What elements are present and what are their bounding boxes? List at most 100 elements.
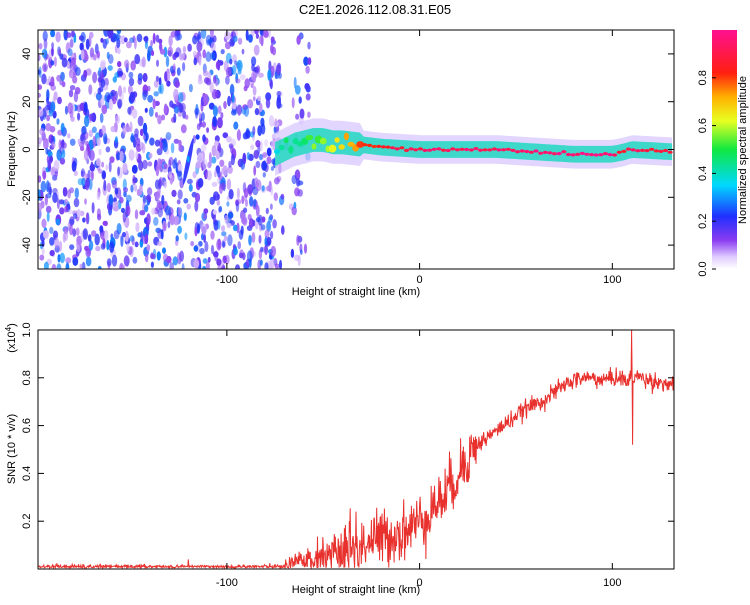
noise-blob bbox=[114, 187, 119, 195]
noise-blob bbox=[117, 166, 120, 176]
noise-blob bbox=[148, 152, 153, 159]
noise-blob bbox=[293, 201, 297, 209]
noise-blob bbox=[100, 61, 106, 70]
noise-blob bbox=[265, 92, 272, 101]
noise-blob bbox=[103, 132, 108, 145]
noise-blob bbox=[202, 49, 206, 59]
noise-blob bbox=[153, 216, 159, 226]
noise-blob bbox=[97, 265, 102, 269]
noise-blob bbox=[88, 84, 93, 95]
noise-blob bbox=[67, 48, 73, 57]
noise-blob bbox=[213, 75, 217, 84]
noise-blob bbox=[227, 211, 234, 219]
noise-blob bbox=[210, 156, 217, 164]
noise-blob bbox=[172, 256, 178, 266]
ridge-point bbox=[542, 150, 548, 154]
ridge-point bbox=[468, 148, 474, 152]
ridge-point bbox=[662, 148, 669, 153]
noise-blob bbox=[243, 85, 248, 92]
ridge-point bbox=[579, 151, 585, 155]
noise-blob bbox=[299, 108, 305, 119]
noise-blob bbox=[228, 189, 234, 200]
x-tick-label: -100 bbox=[216, 274, 238, 286]
noise-blob bbox=[210, 244, 215, 255]
ridge-point bbox=[366, 143, 373, 147]
ridge-point bbox=[496, 148, 502, 152]
noise-blob bbox=[119, 150, 124, 162]
noise-blob bbox=[248, 234, 252, 246]
noise-blob bbox=[181, 263, 185, 269]
ridge-point bbox=[390, 146, 396, 150]
noise-blob bbox=[142, 72, 148, 83]
noise-blob bbox=[43, 63, 47, 71]
noise-blob bbox=[83, 149, 89, 161]
noise-blob bbox=[210, 230, 215, 240]
noise-blob bbox=[193, 245, 199, 252]
noise-blob bbox=[54, 237, 60, 249]
ridge-point bbox=[658, 149, 664, 153]
noise-blob bbox=[232, 35, 238, 43]
noise-blob bbox=[247, 34, 253, 43]
noise-blob bbox=[117, 98, 123, 109]
noise-blob bbox=[163, 46, 168, 58]
noise-blob bbox=[252, 85, 257, 96]
noise-blob bbox=[114, 90, 118, 101]
noise-blob bbox=[101, 104, 108, 115]
noise-blob bbox=[167, 221, 171, 229]
noise-blob bbox=[130, 184, 134, 193]
noise-blob bbox=[42, 30, 48, 42]
noise-blob bbox=[53, 160, 60, 172]
noise-blob bbox=[162, 140, 168, 153]
noise-blob bbox=[126, 243, 130, 252]
noise-blob bbox=[212, 209, 218, 215]
ridge-point bbox=[565, 152, 572, 157]
noise-blob bbox=[117, 70, 123, 77]
snr-panel: -100 0 100 0.2 0.4 0.6 0.8 1.0 Height of strai… bbox=[4, 322, 675, 596]
colorbar-gradient bbox=[712, 30, 737, 269]
noise-blob bbox=[51, 141, 56, 149]
noise-blob bbox=[69, 85, 76, 91]
ridge-point bbox=[371, 144, 377, 149]
noise-blob bbox=[231, 93, 235, 104]
ridge-point bbox=[602, 152, 609, 156]
noise-blob bbox=[192, 171, 197, 179]
x-tick-label: 0 bbox=[417, 577, 423, 589]
ridge-point bbox=[514, 150, 521, 154]
noise-blob bbox=[163, 163, 168, 170]
noise-blob bbox=[114, 115, 120, 124]
noise-blob bbox=[139, 210, 146, 216]
noise-blob bbox=[122, 86, 127, 94]
noise-blob bbox=[49, 237, 55, 246]
ridge-point bbox=[639, 148, 646, 152]
noise-blob bbox=[41, 247, 45, 256]
noise-blob bbox=[91, 202, 95, 214]
colorbar-tick-label: 0.6 bbox=[697, 118, 709, 133]
noise-blob bbox=[92, 135, 97, 148]
ridge-point bbox=[417, 147, 423, 151]
noise-blob bbox=[117, 61, 122, 68]
noise-blob bbox=[74, 87, 81, 95]
noise-blob bbox=[177, 163, 183, 172]
noise-blob bbox=[253, 44, 260, 56]
noise-blob bbox=[73, 157, 78, 168]
noise-blob bbox=[256, 65, 261, 75]
noise-blob bbox=[304, 83, 310, 90]
noise-blob bbox=[117, 47, 121, 55]
noise-blob bbox=[108, 54, 114, 64]
noise-blob bbox=[280, 193, 285, 200]
noise-blob bbox=[243, 207, 248, 213]
noise-blob bbox=[235, 78, 241, 84]
ridge-point bbox=[288, 145, 294, 154]
noise-blob bbox=[270, 166, 275, 171]
noise-blob bbox=[180, 124, 187, 134]
noise-blob bbox=[276, 90, 282, 97]
noise-blob bbox=[291, 174, 297, 185]
noise-blob bbox=[202, 265, 207, 269]
noise-blob bbox=[213, 220, 219, 231]
noise-blob bbox=[291, 206, 297, 216]
noise-blob bbox=[201, 121, 206, 128]
noise-blob bbox=[38, 92, 42, 98]
noise-blob bbox=[254, 30, 259, 35]
y-tick-label: -40 bbox=[21, 237, 33, 253]
noise-blob bbox=[251, 56, 257, 66]
